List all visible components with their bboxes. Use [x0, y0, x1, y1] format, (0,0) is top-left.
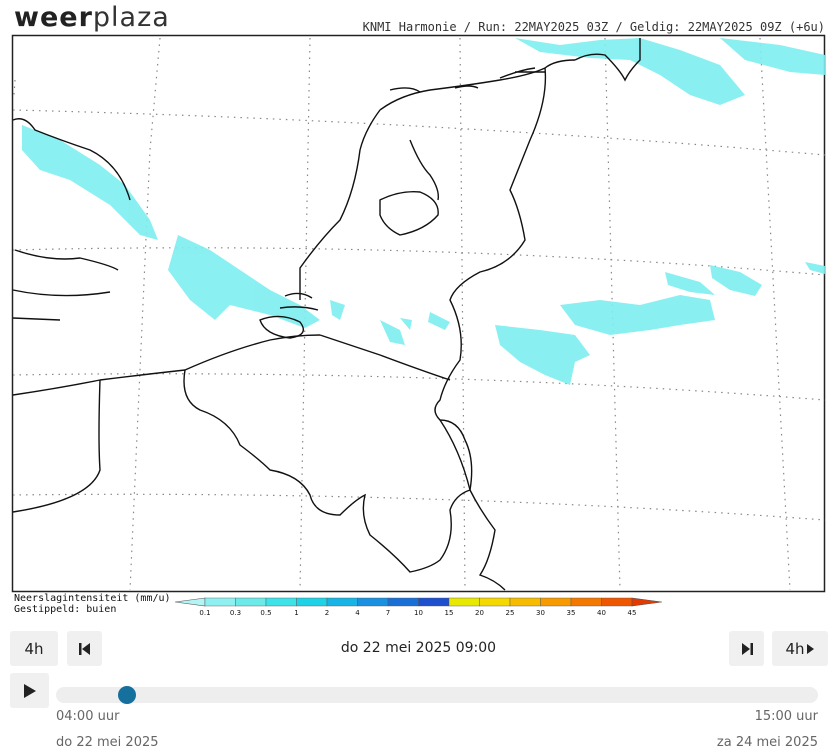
- colorbar-label: 2: [325, 609, 329, 617]
- colorbar-segment: [570, 597, 602, 607]
- colorbar-label: 4: [355, 609, 360, 617]
- time-slider[interactable]: [56, 687, 818, 703]
- colorbar-segment: [387, 597, 419, 607]
- colorbar-label: 20: [475, 609, 484, 617]
- colorbar-label: 0.3: [230, 609, 241, 617]
- colorbar-segment: [601, 597, 633, 607]
- colorbar-segment: [296, 597, 328, 607]
- colorbar-segment: [540, 597, 572, 607]
- legend-title: Neerslagintensiteit (mm/u): [14, 593, 171, 604]
- skip-back-icon: [78, 642, 90, 655]
- end-time: 15:00 uur: [754, 709, 818, 724]
- graticule: [12, 37, 826, 591]
- end-date: za 24 mei 2025: [716, 735, 818, 750]
- colorbar-segment: [326, 597, 358, 607]
- colorbar-label: 10: [414, 609, 423, 617]
- colorbar-label: 1: [294, 609, 298, 617]
- precipitation: [22, 38, 825, 385]
- colorbar-segment: [448, 597, 480, 607]
- forward-step-button[interactable]: 4h: [772, 631, 828, 666]
- logo-plaza: plaza: [92, 2, 170, 33]
- skip-forward-icon: [741, 642, 753, 655]
- borders: [12, 38, 641, 591]
- forward-step-label: 4h: [785, 639, 805, 658]
- colorbar-segment: [235, 597, 267, 607]
- colorbar-segment: [479, 597, 511, 607]
- back-step-button[interactable]: 4h: [10, 631, 58, 666]
- colorbar-label: 15: [445, 609, 454, 617]
- colorbar-label: 40: [597, 609, 606, 617]
- colorbar-arrow: [174, 597, 206, 607]
- play-button[interactable]: [10, 673, 49, 708]
- logo: weerplaza: [14, 2, 170, 33]
- colorbar-segment: [357, 597, 389, 607]
- colorbar-segment: [265, 597, 297, 607]
- logo-weer: weer: [14, 2, 93, 33]
- play-icon: [23, 683, 36, 698]
- colorbar-label: 30: [536, 609, 545, 617]
- current-time: do 22 mei 2025 09:00: [340, 640, 497, 656]
- colorbar-segment: [509, 597, 541, 607]
- skip-forward-button[interactable]: [729, 631, 764, 666]
- colorbar-label: 0.5: [260, 609, 271, 617]
- forward-arrow-icon: [806, 643, 814, 654]
- colorbar-arrow: [631, 597, 663, 607]
- start-date: do 22 mei 2025: [56, 735, 159, 750]
- start-time: 04:00 uur: [56, 709, 120, 724]
- colorbar-label: 25: [506, 609, 515, 617]
- slider-knob[interactable]: [118, 686, 136, 704]
- legend-subtitle: Gestippeld: buien: [14, 604, 116, 615]
- map: Neerslagintensiteit (mm/u) Gestippeld: b…: [11, 34, 826, 617]
- colorbar: 0.1 0.3 0.5 1 2 4 7 10 15 20 25 30 35 40 45: [174, 597, 663, 617]
- colorbar-segment: [418, 597, 450, 607]
- colorbar-label: 45: [628, 609, 637, 617]
- colorbar-label: 0.1: [199, 609, 210, 617]
- colorbar-label: 7: [386, 609, 390, 617]
- skip-back-button[interactable]: [67, 631, 102, 666]
- colorbar-segment: [204, 597, 236, 607]
- colorbar-label: 35: [567, 609, 576, 617]
- run-info: KNMI Harmonie / Run: 22MAY2025 03Z / Gel…: [362, 20, 825, 34]
